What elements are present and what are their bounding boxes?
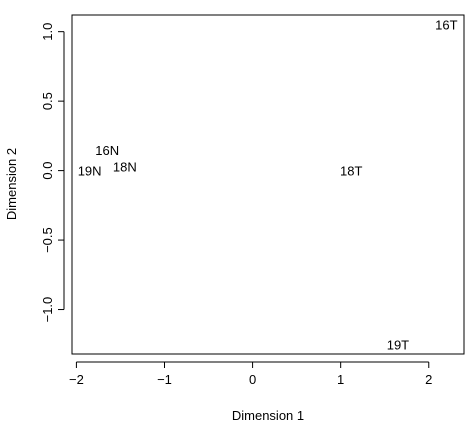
x-tick-label: −2 <box>69 372 84 387</box>
point-label: 18N <box>113 159 137 174</box>
y-tick-label: −0.5 <box>40 227 55 253</box>
y-tick-label: −1.0 <box>40 297 55 323</box>
plot-frame <box>71 14 465 355</box>
x-tick-label: 0 <box>249 372 256 387</box>
x-axis-title: Dimension 1 <box>232 408 304 423</box>
x-tick-label: 2 <box>425 372 432 387</box>
y-axis-title: Dimension 2 <box>4 148 19 220</box>
point-label: 18T <box>340 164 362 179</box>
y-tick-label: 1.0 <box>40 23 55 41</box>
point-label: 19N <box>78 164 102 179</box>
x-tick-label: 1 <box>337 372 344 387</box>
y-axis: −1.0 −0.5 0.0 0.5 1.0 <box>40 23 65 323</box>
point-label: 16T <box>435 18 457 33</box>
y-tick-label: 0.5 <box>40 92 55 110</box>
point-label: 19T <box>387 337 409 352</box>
point-label: 16N <box>95 143 119 158</box>
y-tick-label: 0.0 <box>40 162 55 180</box>
x-axis: −2 −1 0 1 2 <box>69 361 432 387</box>
x-tick-label: −1 <box>157 372 172 387</box>
